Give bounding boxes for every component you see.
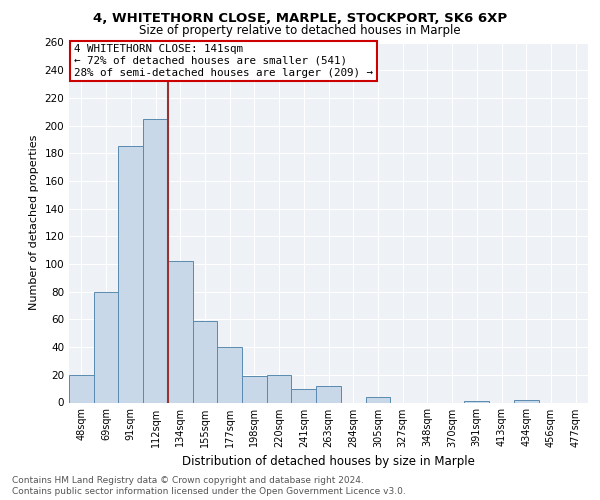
Text: 4 WHITETHORN CLOSE: 141sqm
← 72% of detached houses are smaller (541)
28% of sem: 4 WHITETHORN CLOSE: 141sqm ← 72% of deta… [74, 44, 373, 78]
Y-axis label: Number of detached properties: Number of detached properties [29, 135, 39, 310]
Bar [118, 146, 143, 402]
Bar [267, 375, 292, 402]
Text: Contains public sector information licensed under the Open Government Licence v3: Contains public sector information licen… [12, 488, 406, 496]
Bar [464, 401, 489, 402]
Bar [514, 400, 539, 402]
Bar [316, 386, 341, 402]
X-axis label: Distribution of detached houses by size in Marple: Distribution of detached houses by size … [182, 455, 475, 468]
Bar [193, 321, 217, 402]
Bar [143, 118, 168, 403]
Text: 4, WHITETHORN CLOSE, MARPLE, STOCKPORT, SK6 6XP: 4, WHITETHORN CLOSE, MARPLE, STOCKPORT, … [93, 12, 507, 26]
Text: Contains HM Land Registry data © Crown copyright and database right 2024.: Contains HM Land Registry data © Crown c… [12, 476, 364, 485]
Bar [69, 375, 94, 402]
Bar [217, 347, 242, 403]
Text: Size of property relative to detached houses in Marple: Size of property relative to detached ho… [139, 24, 461, 37]
Bar [242, 376, 267, 402]
Bar [365, 397, 390, 402]
Bar [94, 292, 118, 403]
Bar [168, 262, 193, 402]
Bar [292, 388, 316, 402]
